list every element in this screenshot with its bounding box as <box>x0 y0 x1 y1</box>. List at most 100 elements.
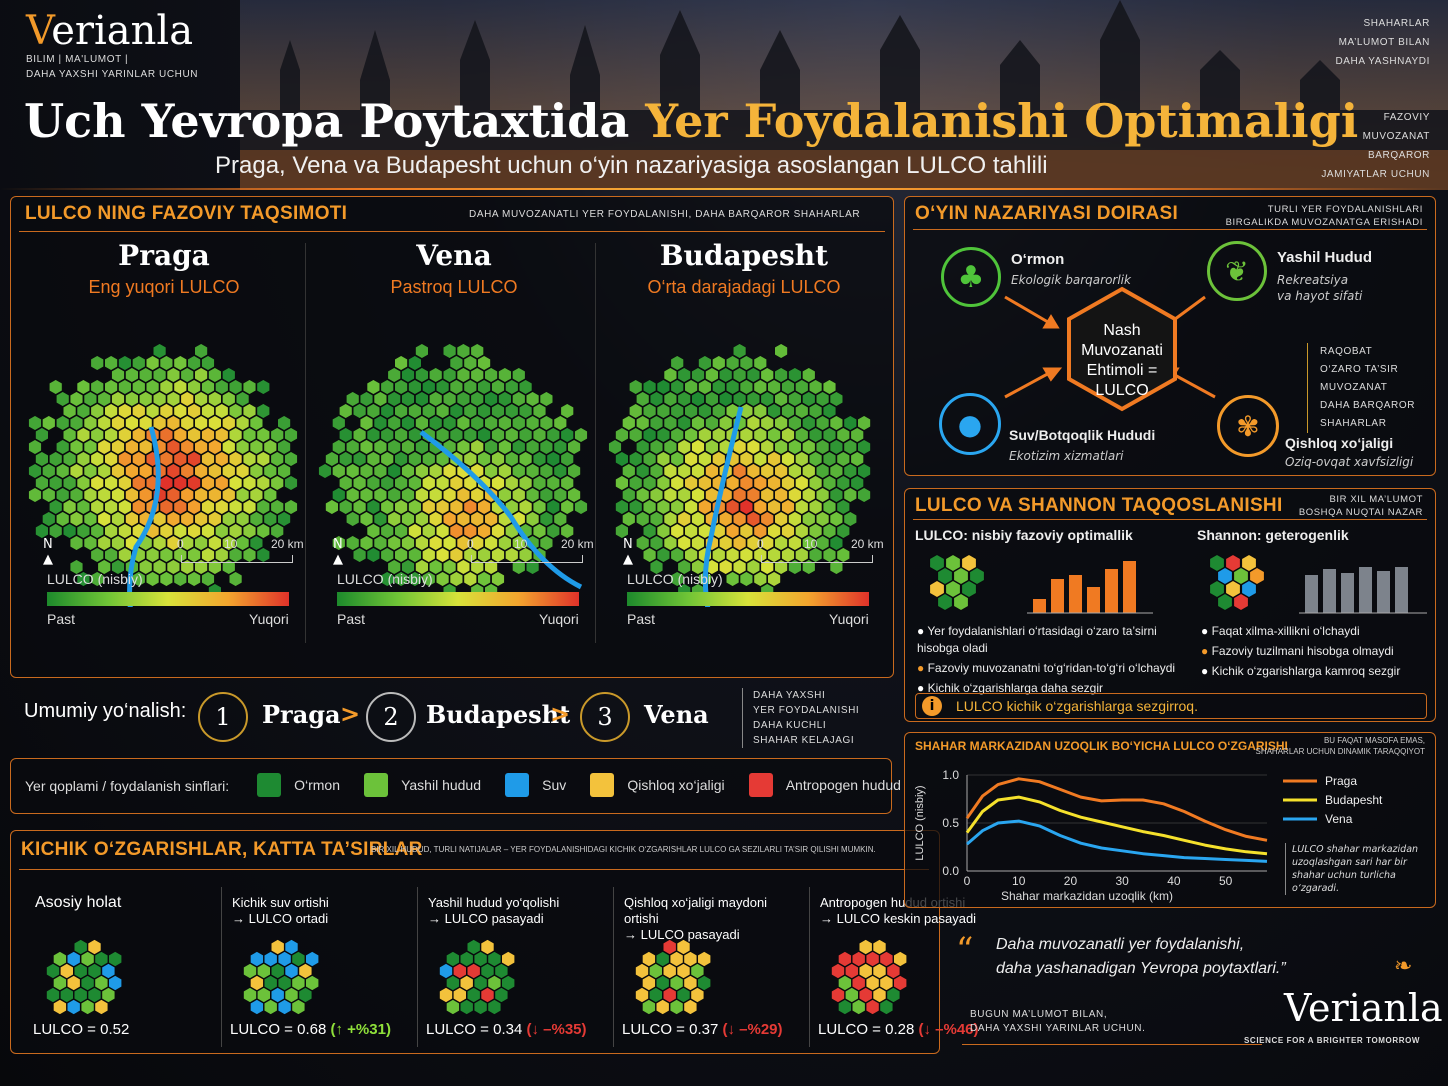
y-tick-label: 0.0 <box>942 864 959 878</box>
hex-cell <box>243 963 257 979</box>
hex-cell <box>788 367 802 383</box>
nash-line: Ehtimoli = <box>1086 362 1158 379</box>
hex-cell <box>415 511 429 527</box>
hex-cell <box>608 439 622 455</box>
mini-hex <box>945 579 961 599</box>
hex-cell <box>125 415 139 431</box>
hex-cell <box>865 999 880 1015</box>
hex-cell <box>670 547 684 563</box>
hex-cell <box>338 427 353 443</box>
hex-cell <box>808 403 823 419</box>
hex-cell <box>387 535 401 551</box>
hex-cell <box>719 415 733 431</box>
hex-cell <box>829 559 844 575</box>
spatial-panel: LULCO NING FAZOVIY TAQSIMOTI DAHA MUVOZA… <box>10 196 894 678</box>
hex-cell <box>628 475 643 491</box>
hex-cell <box>822 427 837 443</box>
hex-cell <box>844 963 859 979</box>
note-line: SHAHARLAR UCHUN DINAMIK TARAQQIYOT <box>1255 747 1425 756</box>
legend-colorbar <box>47 592 289 606</box>
hex-cell <box>656 451 671 467</box>
series-line-Praga <box>965 777 1268 842</box>
hex-cell <box>125 463 139 479</box>
hex-cell <box>753 379 767 395</box>
case-title: Yashil hudud yo‘qolishi → LULCO pasayadi <box>428 895 598 927</box>
hex-cell <box>366 547 381 563</box>
hex-cell <box>449 523 464 539</box>
hex-cell <box>656 403 671 419</box>
hex-cell <box>373 487 388 503</box>
hex-cell <box>352 547 367 563</box>
hex-cell <box>858 939 873 955</box>
hex-cell <box>539 439 554 455</box>
mini-hex <box>961 579 977 599</box>
bullet-item: ● Yer foydalanishlari o‘rtasidagi o‘zaro… <box>917 623 1187 657</box>
hex-cell <box>767 571 781 587</box>
hex-cell <box>159 547 174 563</box>
hex-cell <box>298 963 313 979</box>
changes-title: KICHIK O‘ZGARISHLAR, KATTA TA’SIRLAR <box>21 839 423 860</box>
hex-cell <box>470 391 484 407</box>
hex-cell <box>338 475 353 491</box>
quote-line: daha yashanadigan Yevropa poytaxtlari.” <box>996 960 1286 977</box>
hex-cell <box>180 559 194 575</box>
river <box>127 426 161 607</box>
case-value-row: LULCO = 0.68 (↑ +%31) <box>230 1021 391 1038</box>
hex-cell <box>366 427 381 443</box>
hex-cell <box>802 559 816 575</box>
hex-cell <box>73 963 88 979</box>
hex-cell <box>698 379 712 395</box>
hex-cell <box>173 571 187 587</box>
hex-cell <box>387 487 401 503</box>
hex-cell <box>439 987 453 1003</box>
hex-cell <box>152 343 167 359</box>
hex-cell <box>28 415 42 431</box>
hex-cell <box>477 427 491 443</box>
hex-cell <box>484 391 498 407</box>
hex-cell <box>159 355 174 371</box>
hex-cell <box>822 499 837 515</box>
hex-cell <box>394 499 408 515</box>
hex-cell <box>739 451 754 467</box>
hex-cell <box>352 451 367 467</box>
mini-hex <box>1241 553 1257 573</box>
rank-separator: > <box>550 700 571 728</box>
hex-cell <box>449 547 464 563</box>
bullet-item: ● Fazoviy muvozanatni to‘g‘ridan-to‘g‘ri… <box>917 660 1187 677</box>
hex-cell <box>59 963 74 979</box>
hex-cell <box>822 403 837 419</box>
hex-cell <box>698 403 712 419</box>
hex-cell <box>101 987 116 1003</box>
hex-cell <box>422 475 436 491</box>
corner-line: MUVOZANAT <box>1362 131 1430 142</box>
hex-cell <box>62 523 77 539</box>
game-side-note: RAQOBAT O‘ZARO TA’SIR MUVOZANAT DAHA BARQAR… <box>1307 343 1415 433</box>
hex-cell <box>66 951 81 967</box>
hex-cell <box>83 415 98 431</box>
hex-cell <box>628 427 643 443</box>
hex-cell <box>838 951 852 967</box>
mini-bar <box>1377 571 1390 613</box>
hex-cell <box>173 403 187 419</box>
hex-cell <box>642 523 657 539</box>
hex-cell <box>90 403 104 419</box>
hex-cell <box>808 451 823 467</box>
hex-cell <box>111 439 125 455</box>
hex-cell <box>139 559 153 575</box>
hex-cell <box>194 439 208 455</box>
node-title: Yashil Hudud <box>1277 249 1373 266</box>
hex-cell <box>463 523 477 539</box>
node-title: O‘rmon <box>1011 251 1065 268</box>
hex-cell <box>851 951 866 967</box>
hex-cell <box>539 511 554 527</box>
hex-cell <box>76 379 91 395</box>
hex-cell <box>829 487 844 503</box>
hex-cell <box>487 999 502 1015</box>
mini-bar <box>1359 567 1372 613</box>
case-delta: (↓ –%29) <box>722 1021 783 1038</box>
hex-cell <box>222 367 236 383</box>
hex-cell <box>208 559 222 575</box>
skyline-illustration <box>240 0 1448 190</box>
hex-cell <box>345 511 360 527</box>
hex-cell <box>760 463 774 479</box>
